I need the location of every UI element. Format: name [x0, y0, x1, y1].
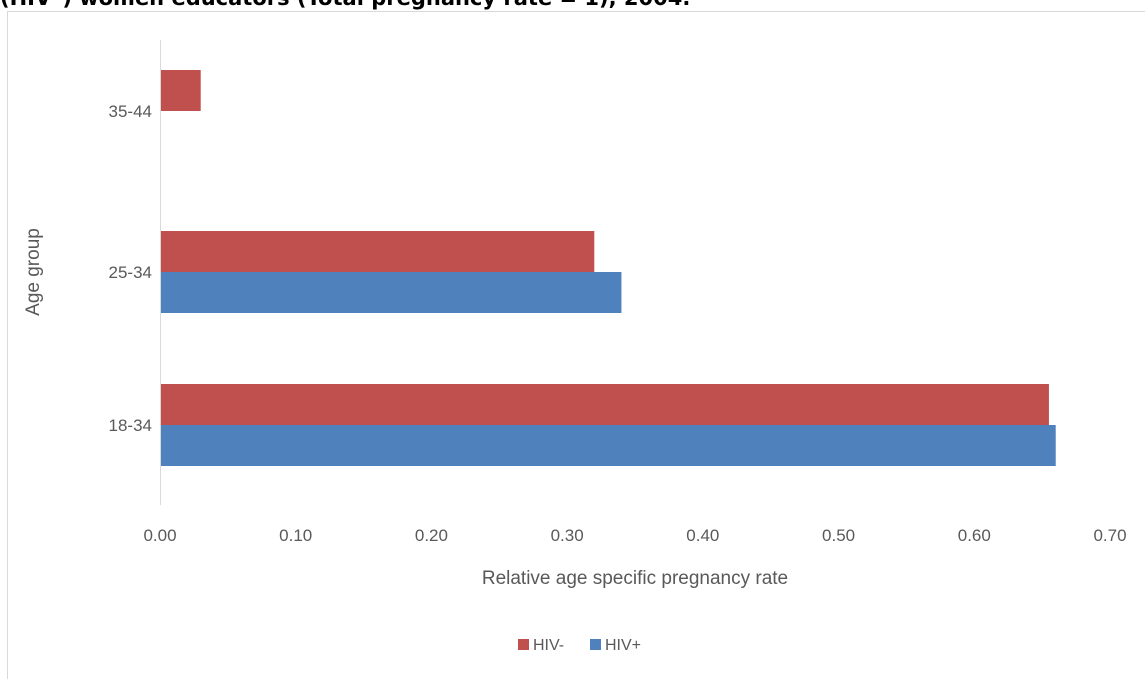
bar-hivneg-25-34 — [160, 231, 595, 272]
x-tick-label: 0.70 — [1093, 526, 1126, 545]
y-tick-label: 35-44 — [109, 102, 152, 121]
y-tick-label: 18-34 — [109, 416, 152, 435]
bar-hivpos-25-34 — [160, 272, 622, 313]
x-tick-label: 0.20 — [415, 526, 448, 545]
page-title: (HIV⁺) women educators (Total pregnancy … — [0, 0, 690, 10]
bar-hivneg-35-44 — [160, 70, 201, 111]
legend-label: HIV+ — [605, 637, 641, 654]
bar-hivpos-18-34 — [160, 425, 1056, 466]
x-tick-label: 0.10 — [279, 526, 312, 545]
legend-swatch — [590, 639, 601, 650]
y-tick-label: 25-34 — [109, 263, 152, 282]
x-tick-label: 0.00 — [143, 526, 176, 545]
x-tick-label: 0.50 — [822, 526, 855, 545]
legend-swatch — [518, 639, 529, 650]
bar-hivneg-18-34 — [160, 384, 1049, 425]
x-axis-title: Relative age specific pregnancy rate — [482, 568, 788, 589]
legend-label: HIV- — [533, 637, 564, 654]
y-axis-title: Age group — [23, 228, 44, 316]
x-tick-labels: 0.00 0.10 0.20 0.30 0.40 0.50 0.60 0.70 — [143, 526, 1126, 545]
x-tick-label: 0.60 — [958, 526, 991, 545]
y-tick-labels: 35-44 25-34 18-34 — [109, 102, 152, 435]
x-tick-label: 0.40 — [686, 526, 719, 545]
x-tick-label: 0.30 — [551, 526, 584, 545]
legend: HIV- HIV+ — [518, 637, 641, 654]
chart-frame — [7, 11, 1145, 679]
bars-layer — [160, 70, 1056, 466]
